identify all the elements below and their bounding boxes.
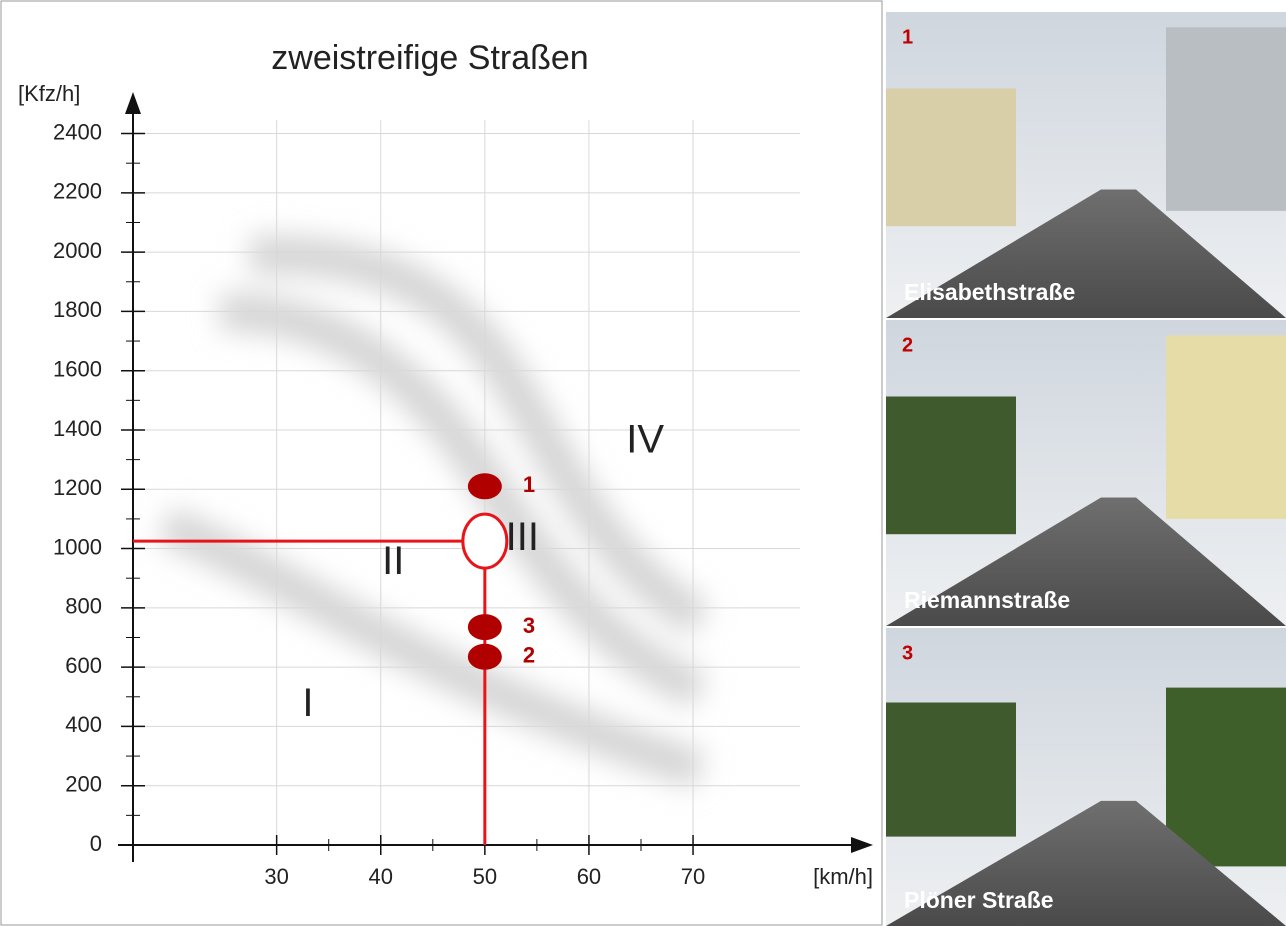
y-tick-label: 1600 [53,357,102,382]
photo-trees-left [886,89,1016,227]
y-tick-label: 0 [90,831,102,856]
x-tick-label: 30 [264,864,288,889]
photo-building-right [1166,688,1286,867]
photo-building-right [1166,27,1286,211]
x-tick-label: 70 [681,864,705,889]
photo-building-right [1166,335,1286,519]
y-tick-label: 2200 [53,179,102,204]
photo-number: 3 [902,642,913,664]
y-tick-label: 400 [65,712,102,737]
photo-trees-left [886,397,1016,535]
y-tick-label: 2000 [53,238,102,263]
point [468,473,502,499]
point-label: 3 [523,613,535,638]
point-label: 2 [523,643,535,668]
point [468,644,502,670]
photo-number: 1 [902,26,913,48]
region-label: IV [626,417,664,461]
region-label: III [506,515,539,559]
page: zweistreifige Straßen [Kfz/h] [km/h] 1 El… [0,0,1286,926]
x-axis-label: [km/h] [813,864,873,889]
x-tick-label: 60 [577,864,601,889]
region-label: II [382,539,404,583]
photo-caption: Elisabethstraße [904,279,1075,305]
photo-panel: 1 Elisabethstraße 2 Riemannstraße 3 Plöner St… [886,12,1286,926]
chart-title: zweistreifige Straßen [271,39,588,77]
y-tick-label: 800 [65,594,102,619]
reference-point [463,514,507,568]
photo-number: 2 [902,334,913,356]
photo-caption: Riemannstraße [904,587,1070,613]
y-tick-label: 1400 [53,416,102,441]
region-label: I [302,681,313,725]
y-tick-label: 200 [65,772,102,797]
y-tick-label: 600 [65,653,102,678]
y-tick-label: 2400 [53,119,102,144]
point-label: 1 [523,472,535,497]
x-tick-label: 40 [369,864,393,889]
y-tick-label: 1000 [53,534,102,559]
point [468,614,502,640]
y-tick-label: 1200 [53,475,102,500]
y-axis-label: [Kfz/h] [18,81,80,106]
y-tick-label: 1800 [53,297,102,322]
x-tick-label: 50 [473,864,497,889]
photo-trees-left [886,703,1016,837]
photo-caption: Plöner Straße [904,887,1054,913]
